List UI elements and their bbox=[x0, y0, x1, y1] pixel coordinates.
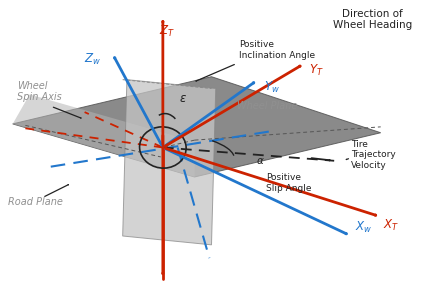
Text: $\varepsilon$: $\varepsilon$ bbox=[179, 92, 187, 105]
Text: $X_T$: $X_T$ bbox=[383, 218, 399, 233]
Polygon shape bbox=[13, 77, 381, 177]
Text: Direction of
Wheel Heading: Direction of Wheel Heading bbox=[332, 9, 412, 30]
Polygon shape bbox=[13, 94, 195, 177]
Text: Positive
Slip Angle: Positive Slip Angle bbox=[266, 173, 312, 193]
Polygon shape bbox=[123, 80, 216, 245]
Text: $Y_T$: $Y_T$ bbox=[309, 63, 324, 78]
Text: $\alpha$: $\alpha$ bbox=[256, 156, 264, 166]
Text: $X_w$: $X_w$ bbox=[355, 219, 373, 235]
Text: Wheel
Spin Axis: Wheel Spin Axis bbox=[17, 81, 62, 102]
Text: Wheel Plane: Wheel Plane bbox=[237, 101, 297, 111]
Text: $Z_w$: $Z_w$ bbox=[85, 51, 102, 67]
Text: Positive
Inclination Angle: Positive Inclination Angle bbox=[239, 40, 315, 60]
Text: Tire
Trajectory
Velocity: Tire Trajectory Velocity bbox=[351, 140, 396, 170]
Text: $Z_T$: $Z_T$ bbox=[159, 24, 175, 39]
Text: Road Plane: Road Plane bbox=[8, 197, 63, 207]
Text: $Y_w$: $Y_w$ bbox=[264, 79, 280, 95]
